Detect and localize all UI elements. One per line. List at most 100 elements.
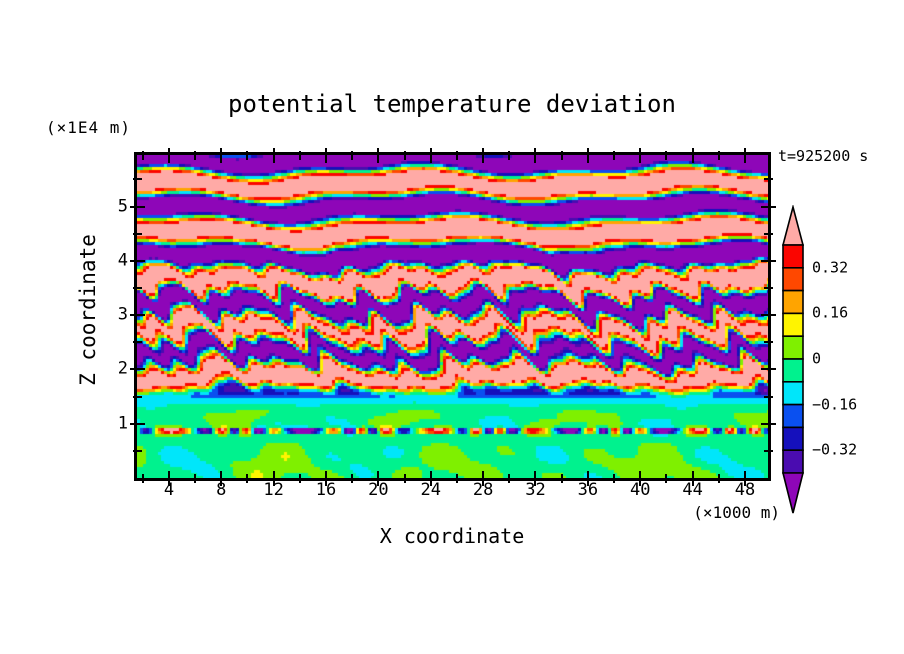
x-minor-tick bbox=[194, 473, 197, 483]
x-major-tick bbox=[586, 147, 589, 163]
x-minor-tick bbox=[717, 150, 720, 160]
x-minor-tick bbox=[665, 473, 668, 483]
x-major-tick bbox=[586, 470, 589, 486]
x-axis-title: X coordinate bbox=[379, 524, 525, 548]
z-minor-tick bbox=[132, 449, 142, 452]
z-axis-unit-label: (×1E4 m) bbox=[46, 118, 132, 137]
x-tick-label: 12 bbox=[263, 480, 284, 500]
x-minor-tick bbox=[560, 473, 563, 483]
z-major-tick bbox=[760, 259, 776, 262]
x-major-tick bbox=[691, 470, 694, 486]
time-label: t=925200 s bbox=[778, 147, 869, 165]
x-minor-tick bbox=[508, 150, 511, 160]
z-tick-label: 2 bbox=[117, 358, 128, 379]
plot-frame bbox=[134, 152, 771, 481]
x-minor-tick bbox=[665, 150, 668, 160]
x-major-tick bbox=[534, 147, 537, 163]
z-tick-label: 3 bbox=[117, 304, 128, 325]
colorbar-segment bbox=[782, 358, 804, 383]
z-major-tick bbox=[129, 368, 145, 371]
z-minor-tick bbox=[132, 178, 142, 181]
z-major-tick bbox=[760, 422, 776, 425]
x-minor-tick bbox=[351, 150, 354, 160]
z-minor-tick bbox=[763, 287, 773, 289]
x-major-tick bbox=[377, 147, 380, 163]
z-minor-tick bbox=[763, 341, 773, 344]
x-major-tick bbox=[272, 470, 275, 486]
page-title: potential temperature deviation bbox=[228, 90, 676, 118]
x-minor-tick bbox=[455, 473, 458, 483]
z-minor-tick bbox=[763, 395, 773, 398]
x-tick-label: 20 bbox=[368, 480, 389, 500]
z-minor-tick bbox=[132, 341, 142, 344]
z-major-tick bbox=[129, 259, 145, 262]
x-minor-tick bbox=[717, 473, 720, 483]
x-minor-tick bbox=[246, 150, 249, 160]
colorbar-segment bbox=[782, 381, 804, 406]
z-tick-label: 5 bbox=[117, 196, 128, 217]
x-minor-tick bbox=[508, 473, 511, 483]
x-minor-tick bbox=[141, 150, 144, 160]
z-axis-title: Z coordinate bbox=[76, 234, 100, 386]
x-major-tick bbox=[272, 147, 275, 163]
x-tick-label: 16 bbox=[315, 480, 337, 500]
colorbar-segment bbox=[782, 403, 804, 429]
z-major-tick bbox=[129, 314, 145, 317]
colorbar-segment bbox=[782, 426, 804, 451]
z-minor-tick bbox=[132, 232, 142, 235]
x-minor-tick bbox=[298, 150, 301, 160]
x-tick-label: 48 bbox=[734, 480, 756, 500]
x-major-tick bbox=[167, 147, 170, 163]
x-minor-tick bbox=[194, 150, 197, 160]
z-tick-label: 1 bbox=[117, 413, 128, 434]
x-major-tick bbox=[325, 147, 328, 163]
colorbar-segment bbox=[782, 449, 804, 474]
x-major-tick bbox=[639, 147, 642, 163]
x-major-tick bbox=[429, 470, 432, 486]
x-minor-tick bbox=[246, 473, 249, 483]
x-tick-label: 28 bbox=[472, 480, 494, 500]
x-minor-tick bbox=[141, 473, 144, 483]
z-major-tick bbox=[760, 205, 776, 208]
colorbar-segment bbox=[782, 312, 804, 338]
x-major-tick bbox=[639, 470, 642, 486]
contour-field-canvas bbox=[137, 155, 768, 478]
z-minor-tick bbox=[763, 449, 773, 452]
x-major-tick bbox=[482, 470, 485, 486]
x-tick-label: 44 bbox=[682, 480, 703, 500]
z-major-tick bbox=[129, 205, 145, 208]
x-minor-tick bbox=[403, 473, 406, 483]
x-major-tick bbox=[534, 470, 537, 486]
x-tick-label: 8 bbox=[216, 480, 227, 500]
x-tick-label: 40 bbox=[629, 480, 651, 500]
x-tick-label: 4 bbox=[163, 480, 175, 500]
colorbar-segment bbox=[782, 335, 804, 360]
colorbar-segment bbox=[782, 289, 804, 315]
colorbar-label: 0.16 bbox=[812, 303, 849, 322]
z-minor-tick bbox=[763, 232, 773, 235]
x-minor-tick bbox=[298, 473, 301, 483]
colorbar-under-arrow bbox=[782, 472, 804, 514]
colorbar bbox=[782, 205, 804, 514]
x-major-tick bbox=[220, 470, 223, 486]
colorbar-over-arrow bbox=[782, 205, 804, 246]
colorbar-segment bbox=[782, 266, 804, 292]
x-major-tick bbox=[220, 147, 223, 163]
x-major-tick bbox=[743, 470, 746, 486]
z-tick-label: 4 bbox=[117, 250, 128, 271]
colorbar-label: 0 bbox=[812, 349, 822, 368]
x-minor-tick bbox=[403, 150, 406, 160]
colorbar-label: −0.16 bbox=[812, 395, 858, 414]
x-major-tick bbox=[743, 147, 746, 163]
z-major-tick bbox=[129, 422, 145, 425]
z-major-tick bbox=[760, 368, 776, 371]
x-major-tick bbox=[325, 470, 328, 486]
colorbar-label: −0.32 bbox=[812, 440, 858, 459]
x-minor-tick bbox=[613, 150, 616, 160]
colorbar-label: 0.32 bbox=[812, 258, 849, 277]
x-major-tick bbox=[691, 147, 694, 163]
x-minor-tick bbox=[560, 150, 563, 160]
x-tick-label: 36 bbox=[577, 480, 599, 500]
x-tick-label: 32 bbox=[525, 480, 546, 500]
